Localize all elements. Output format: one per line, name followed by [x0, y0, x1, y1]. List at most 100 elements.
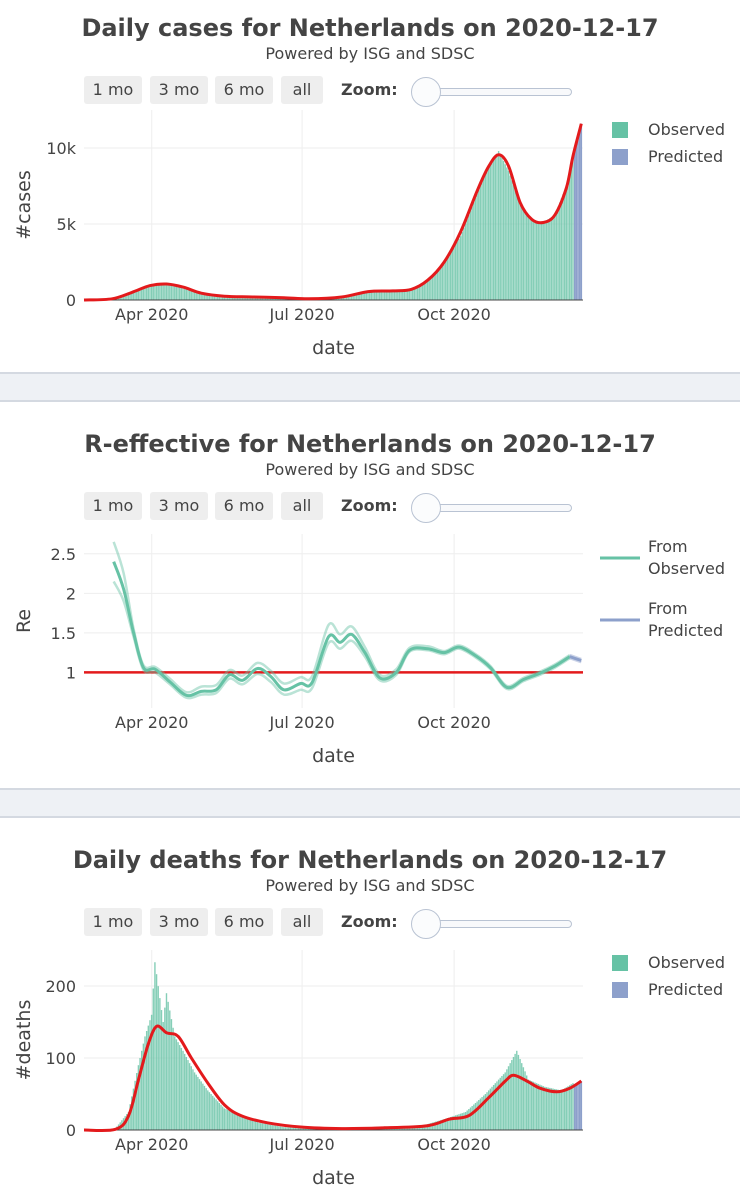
cases-zoom-slider-handle[interactable]	[411, 77, 441, 107]
deaths-observed-bar	[564, 1088, 566, 1130]
cases-observed-bar	[134, 290, 136, 300]
panel-separator-1	[0, 372, 740, 402]
re-legend-predicted-label: From	[648, 599, 688, 618]
deaths-observed-bar	[435, 1121, 437, 1130]
deaths-observed-bar	[210, 1094, 212, 1130]
deaths-observed-bar	[449, 1116, 452, 1130]
deaths-observed-bar	[149, 1020, 151, 1130]
cases-observed-bar	[390, 290, 392, 300]
deaths-zoom-slider-handle[interactable]	[411, 909, 441, 939]
deaths-observed-bar	[459, 1113, 462, 1130]
deaths-observed-bar	[141, 1050, 143, 1130]
cases-observed-bar	[570, 163, 573, 300]
cases-observed-bar	[537, 221, 539, 300]
cases-observed-bar	[230, 296, 232, 300]
deaths-observed-bar	[486, 1092, 488, 1130]
cases-range-1mo-button[interactable]: 1 mo	[84, 76, 142, 104]
re-chart-subtitle: Powered by ISG and SDSC	[265, 460, 475, 479]
cases-observed-bar	[127, 293, 130, 300]
cases-observed-bar	[359, 293, 361, 300]
deaths-range-6mo-button[interactable]: 6 mo	[215, 908, 273, 936]
deaths-observed-bar	[535, 1083, 538, 1130]
deaths-observed-bar	[175, 1039, 178, 1130]
deaths-range-all-button[interactable]: all	[281, 908, 323, 936]
deaths-range-1mo-button[interactable]: 1 mo	[84, 908, 142, 936]
cases-observed-bar	[461, 231, 463, 300]
cases-range-3mo-button[interactable]: 3 mo	[150, 76, 208, 104]
cases-observed-bar	[407, 289, 409, 300]
cases-observed-bar	[423, 283, 425, 300]
cases-observed-bar	[250, 296, 252, 300]
cases-observed-bar	[383, 290, 386, 300]
deaths-observed-bar	[180, 1047, 183, 1130]
cases-observed-bar	[415, 286, 417, 300]
re-range-3mo-button[interactable]: 3 mo	[150, 492, 208, 520]
cases-observed-bar	[202, 293, 204, 300]
panel-separator-2	[0, 788, 740, 818]
cases-observed-bar	[238, 296, 240, 300]
cases-observed-bar	[552, 215, 554, 300]
deaths-range-3mo-button[interactable]: 3 mo	[150, 908, 208, 936]
cases-observed-bar	[416, 285, 419, 300]
cases-observed-bar	[400, 290, 402, 300]
deaths-observed-bar	[233, 1112, 235, 1130]
cases-observed-bar	[193, 290, 196, 300]
deaths-observed-bar	[530, 1081, 533, 1130]
cases-observed-bar	[494, 156, 496, 300]
deaths-observed-bar	[464, 1112, 467, 1130]
cases-observed-bar	[246, 296, 249, 300]
deaths-observed-bar	[549, 1087, 551, 1130]
cases-observed-bar	[402, 290, 404, 300]
deaths-observed-bar	[547, 1087, 549, 1130]
deaths-observed-bar	[306, 1128, 308, 1130]
deaths-observed-bar	[183, 1053, 186, 1130]
cases-observed-bar	[152, 284, 154, 300]
deaths-x-axis-label: date	[312, 1167, 355, 1189]
cases-observed-bar	[212, 294, 214, 300]
deaths-observed-bar	[195, 1074, 197, 1130]
cases-panel: Daily cases for Netherlands on 2020-12-1…	[0, 0, 740, 372]
deaths-predicted-bar	[578, 1082, 581, 1130]
cases-range-6mo-button[interactable]: 6 mo	[215, 76, 273, 104]
deaths-observed-bar	[540, 1085, 543, 1130]
cases-observed-bar	[516, 194, 518, 300]
re-range-6mo-button[interactable]: 6 mo	[215, 492, 273, 520]
deaths-observed-bar	[225, 1109, 227, 1130]
re-range-1mo-button[interactable]: 1 mo	[84, 492, 142, 520]
deaths-observed-bar	[487, 1090, 490, 1130]
cases-observed-bar	[497, 151, 500, 300]
deaths-observed-bar	[207, 1090, 209, 1130]
re-predicted-line	[569, 655, 582, 662]
cases-observed-bar	[175, 284, 178, 300]
re-range-all-button[interactable]: all	[281, 492, 323, 520]
cases-observed-bar	[245, 296, 247, 300]
deaths-observed-bar	[506, 1069, 508, 1130]
cases-legend-observed-swatch	[612, 122, 628, 138]
cases-observed-bar	[207, 294, 209, 300]
re-zoom-label: Zoom:	[341, 496, 398, 515]
deaths-observed-bar	[507, 1066, 510, 1130]
deaths-x-tick-label: Jul 2020	[269, 1135, 335, 1154]
cases-observed-bar	[198, 292, 201, 300]
cases-fit-line	[83, 123, 583, 302]
cases-observed-bar	[524, 210, 526, 300]
deaths-observed-bar	[235, 1113, 237, 1130]
deaths-chart: Apr 2020 Jul 2020 Oct 2020 0 100 200 date #deat…	[13, 950, 725, 1189]
deaths-observed-bar	[542, 1086, 544, 1130]
cases-observed-bar	[512, 185, 515, 300]
cases-observed-bar	[160, 283, 163, 300]
cases-observed-bar	[179, 285, 181, 300]
cases-observed-bar	[411, 287, 414, 300]
cases-observed-bar	[147, 285, 150, 300]
deaths-observed-bar	[250, 1119, 252, 1130]
cases-range-all-button[interactable]: all	[281, 76, 323, 104]
cases-observed-bar	[431, 275, 434, 300]
deaths-observed-bar	[294, 1127, 297, 1130]
deaths-observed-bar	[534, 1082, 536, 1130]
cases-observed-bar	[408, 288, 411, 300]
cases-observed-bar	[430, 277, 432, 300]
cases-observed-bar	[210, 294, 212, 300]
deaths-observed-bar	[185, 1056, 188, 1130]
deaths-observed-bar	[512, 1056, 515, 1130]
re-zoom-slider-handle[interactable]	[411, 493, 441, 523]
